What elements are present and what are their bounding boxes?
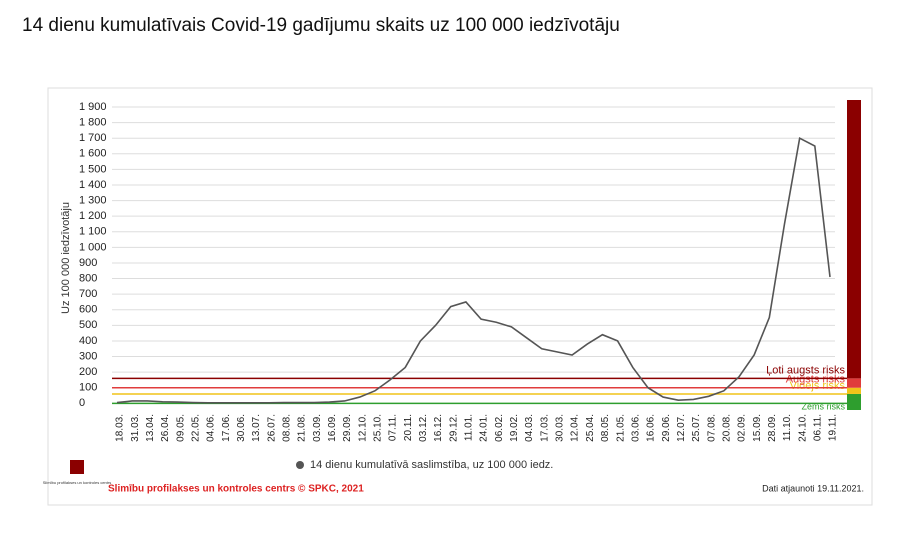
y-tick-label: 1 200 — [79, 210, 107, 222]
x-tick-label: 25.04. — [585, 414, 596, 442]
x-tick-label: 13.04. — [145, 414, 156, 442]
x-tick-label: 29.12. — [448, 414, 459, 442]
x-tick-label: 03.06. — [630, 414, 641, 442]
risk-label: Vidējs risks — [790, 380, 846, 392]
y-axis-label: Uz 100 000 iedzīvotāju — [60, 202, 72, 314]
x-tick-label: 06.11. — [812, 414, 823, 441]
x-tick-label: 12.04. — [570, 414, 581, 442]
y-tick-label: 900 — [79, 257, 97, 269]
x-tick-label: 16.06. — [646, 414, 657, 442]
series-line — [116, 136, 831, 404]
x-tick-label: 03.09. — [312, 414, 323, 442]
y-tick-label: 1 400 — [79, 179, 107, 191]
y-tick-label: 1 900 — [79, 101, 107, 113]
y-tick-label: 0 — [79, 397, 85, 409]
x-tick-label: 30.06. — [236, 414, 247, 442]
x-tick-label: 12.07. — [676, 414, 687, 442]
x-tick-label: 02.09. — [737, 414, 748, 442]
x-tick-label: 16.09. — [327, 414, 338, 442]
x-tick-label: 22.05. — [190, 414, 201, 442]
updated: Dati atjaunoti 19.11.2021. — [762, 483, 864, 493]
x-tick-label: 28.09. — [767, 414, 778, 442]
y-tick-label: 1 300 — [79, 194, 107, 206]
x-tick-label: 21.08. — [297, 414, 308, 442]
x-tick-label: 11.10. — [782, 414, 793, 441]
y-tick-label: 1 500 — [79, 163, 107, 175]
legend-label: 14 dienu kumulatīvā saslimstība, uz 100 … — [310, 459, 553, 471]
x-tick-label: 26.04. — [160, 414, 171, 442]
x-tick-label: 29.06. — [661, 414, 672, 442]
chart-title: 14 dienu kumulatīvais Covid-19 gadījumu … — [22, 15, 620, 36]
risk-band — [847, 100, 861, 379]
risk-label: Zems risks — [802, 402, 846, 412]
x-tick-label: 07.08. — [706, 414, 717, 442]
x-tick-label: 17.03. — [539, 414, 550, 442]
source: Slimību profilakses un kontroles centrs … — [108, 484, 364, 495]
x-tick-label: 13.07. — [251, 414, 262, 442]
x-tick-label: 15.09. — [752, 414, 763, 442]
risk-label: Augsts risks — [786, 374, 846, 386]
y-tick-label: 800 — [79, 272, 97, 284]
x-tick-label: 08.05. — [600, 414, 611, 442]
y-tick-label: 400 — [79, 335, 97, 347]
x-tick-label: 08.08. — [282, 414, 293, 442]
x-tick-label: 19.11. — [828, 414, 839, 441]
logo: Slimību profilakses un kontroles centrs — [43, 460, 111, 485]
x-tick-label: 26.07. — [266, 414, 277, 442]
x-tick-label: 17.06. — [221, 414, 232, 442]
x-tick-label: 16.12. — [433, 414, 444, 442]
risk-label: Ļoti augsts risks — [766, 364, 845, 376]
y-tick-label: 1 700 — [79, 132, 107, 144]
y-tick-label: 600 — [79, 304, 97, 316]
x-tick-label: 29.09. — [342, 414, 353, 442]
x-tick-label: 31.03. — [130, 414, 141, 442]
x-tick-label: 25.07. — [691, 414, 702, 442]
y-tick-label: 500 — [79, 319, 97, 331]
x-tick-label: 18.03. — [115, 414, 126, 442]
x-tick-label: 25.10. — [373, 414, 384, 442]
x-tick-label: 11.01. — [464, 414, 475, 441]
x-tick-label: 12.10. — [357, 414, 368, 442]
x-tick-label: 24.10. — [797, 414, 808, 442]
y-tick-label: 300 — [79, 350, 97, 362]
x-tick-label: 04.03. — [524, 414, 535, 442]
y-tick-label: 1 000 — [79, 241, 107, 253]
x-tick-label: 06.02. — [494, 414, 505, 442]
x-tick-label: 07.11. — [388, 414, 399, 441]
y-tick-label: 100 — [79, 382, 97, 394]
chart-card — [47, 87, 873, 506]
y-tick-label: 200 — [79, 366, 97, 378]
x-tick-label: 24.01. — [479, 414, 490, 442]
x-tick-label: 04.06. — [206, 414, 217, 442]
x-tick-label: 19.02. — [509, 414, 520, 442]
y-tick-label: 700 — [79, 288, 97, 300]
logo-mark — [70, 460, 84, 474]
x-tick-label: 21.05. — [615, 414, 626, 442]
x-tick-label: 20.08. — [721, 414, 732, 442]
y-tick-label: 1 800 — [79, 117, 107, 129]
x-tick-label: 09.05. — [175, 414, 186, 442]
risk-band — [847, 387, 861, 394]
y-tick-label: 1 600 — [79, 148, 107, 160]
risk-band — [847, 393, 861, 410]
x-tick-label: 03.12. — [418, 414, 429, 442]
legend-marker — [296, 461, 304, 469]
x-tick-label: 20.11. — [403, 414, 414, 441]
risk-band — [847, 378, 861, 388]
y-tick-label: 1 100 — [79, 226, 107, 238]
logo-text: Slimību profilakses un kontroles centrs — [43, 480, 111, 485]
x-tick-label: 30.03. — [555, 414, 566, 442]
